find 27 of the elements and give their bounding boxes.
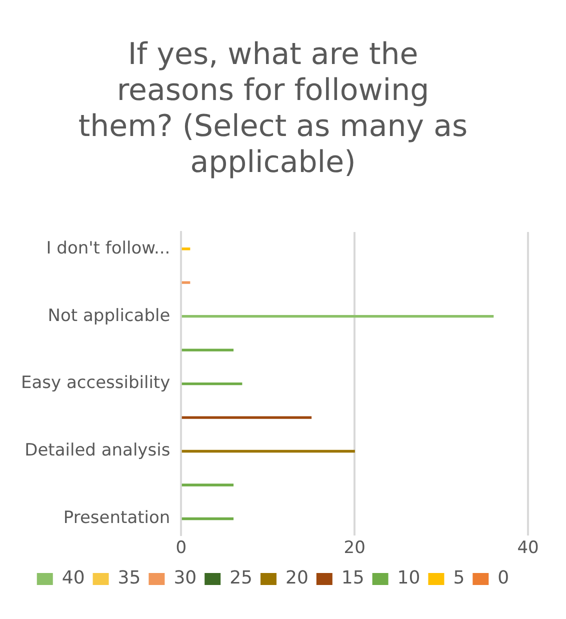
- x-tick-label: 0: [176, 538, 187, 558]
- legend-label: 25: [230, 568, 252, 589]
- bar: [182, 517, 234, 520]
- y-tick-label: Detailed analysis: [24, 440, 170, 461]
- chart-title: If yes, what are the reasons for following them? (Select as many as applicable): [78, 36, 468, 180]
- bar: [182, 281, 190, 284]
- bar: [182, 450, 355, 453]
- legend-label: 0: [498, 568, 510, 589]
- bar: [182, 348, 234, 352]
- y-tick-label: Presentation: [63, 508, 170, 528]
- legend-label: 15: [341, 568, 364, 589]
- bar: [182, 484, 234, 486]
- x-tick-label: 40: [517, 538, 539, 558]
- bar: [182, 416, 312, 419]
- legend-label: 5: [453, 568, 465, 589]
- y-tick-label: I don't follow...: [46, 238, 170, 258]
- legend-label: 20: [286, 568, 308, 589]
- legend-label: 30: [174, 568, 197, 589]
- bar: [182, 382, 242, 386]
- legend-label: 40: [62, 568, 85, 589]
- legend-label: 35: [118, 568, 141, 589]
- y-tick-label: Not applicable: [48, 306, 170, 326]
- y-tick-label: Easy accessibility: [20, 373, 170, 394]
- bar: [182, 315, 494, 318]
- x-tick-label: 20: [344, 538, 366, 558]
- legend-label: 10: [397, 568, 420, 589]
- bar: [182, 248, 190, 250]
